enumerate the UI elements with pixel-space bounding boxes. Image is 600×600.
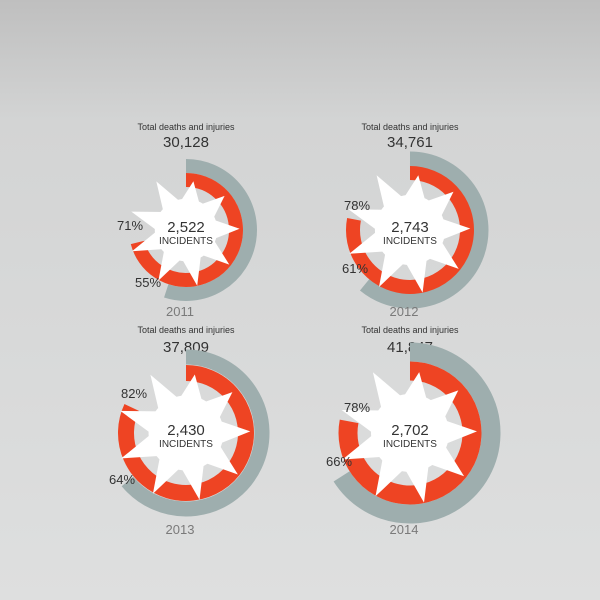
inner-pct-label: 82% — [121, 386, 147, 401]
burst-center — [148, 395, 224, 471]
inner-pct-label: 78% — [344, 400, 370, 415]
inner-arc — [346, 166, 474, 294]
year-label: 2012 — [390, 304, 419, 319]
outer-pct-label: 61% — [342, 261, 368, 276]
outer-pct-label: 66% — [326, 454, 352, 469]
incidents-label: INCIDENTS — [383, 439, 437, 450]
outer-arc — [164, 159, 257, 301]
inner-arc — [338, 361, 482, 505]
total-value: 34,761 — [387, 134, 433, 151]
incidents-label: INCIDENTS — [159, 439, 213, 450]
outer-pct-label: 55% — [135, 275, 161, 290]
year-label: 2011 — [166, 304, 194, 319]
chart-2014: Total deaths and injuries41,8472,702INCI… — [326, 325, 501, 537]
total-label: Total deaths and injuries — [361, 325, 459, 335]
burst-center — [374, 194, 446, 266]
incidents-label: INCIDENTS — [383, 236, 437, 247]
incidents-value: 2,743 — [391, 219, 429, 236]
outer-arc — [333, 342, 501, 524]
year-label: 2013 — [166, 522, 195, 537]
chart-2011: Total deaths and injuries 30,128 2,522INCI… — [117, 122, 257, 319]
total-label: Total deaths and injuries — [137, 122, 235, 132]
total-value: 30,128 — [163, 134, 209, 151]
chart-2012: Total deaths and injuries 34,761 2,743INCI… — [342, 122, 489, 319]
outer-arc — [359, 151, 489, 309]
burst-center — [154, 198, 218, 262]
incidents-value: 2,702 — [391, 422, 429, 439]
outer-arc — [121, 349, 270, 517]
inner-pct-label: 78% — [344, 198, 370, 213]
year-label: 2014 — [390, 522, 419, 537]
total-label: Total deaths and injuries — [137, 325, 235, 335]
incidents-value: 2,522 — [167, 219, 205, 236]
burst-center — [371, 394, 449, 472]
total-label: Total deaths and injuries — [361, 122, 459, 132]
chart-2013: Total deaths and injuries37,8092,430INCI… — [109, 325, 270, 537]
outer-pct-label: 64% — [109, 472, 135, 487]
incidents-value: 2,430 — [167, 422, 205, 439]
incidents-label: INCIDENTS — [159, 236, 213, 247]
inner-pct-label: 71% — [117, 218, 143, 233]
